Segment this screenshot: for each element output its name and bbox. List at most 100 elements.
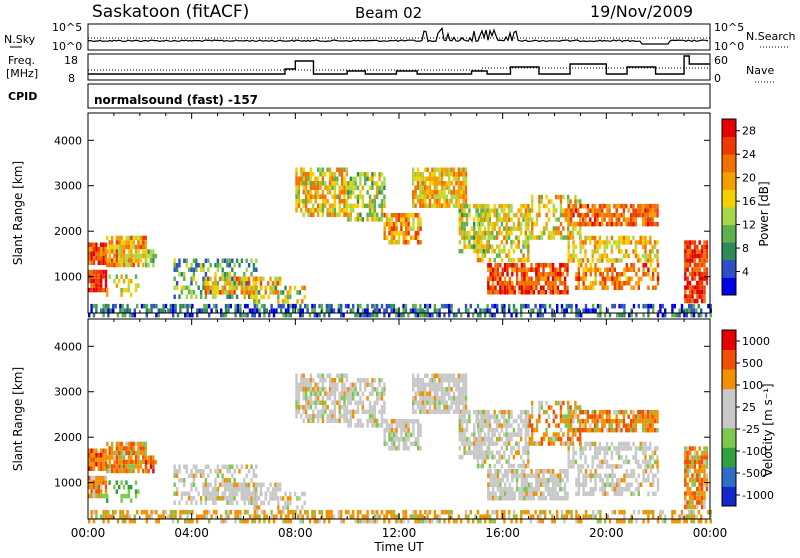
- power-cell: [604, 213, 606, 218]
- velocity-cell: [142, 469, 144, 474]
- power-cell: [123, 254, 125, 259]
- velocity-cell: [461, 419, 463, 424]
- power-cell: [509, 281, 511, 286]
- power-cell: [298, 181, 300, 186]
- power-cell: [649, 258, 651, 263]
- power-cell: [113, 254, 115, 259]
- power-cell: [587, 208, 589, 213]
- velocity-cell: [611, 474, 613, 479]
- velocity-cell: [520, 455, 522, 460]
- velocity-cell: [538, 401, 540, 406]
- power-cell: [214, 281, 216, 286]
- velocity-cell: [414, 510, 416, 515]
- power-cell: [601, 222, 603, 227]
- power-cell: [589, 236, 591, 241]
- power-cell: [314, 313, 316, 318]
- velocity-cell: [489, 464, 491, 469]
- velocity-cell: [116, 480, 118, 485]
- velocity-cell: [465, 387, 467, 392]
- power-cell: [597, 313, 599, 318]
- power-cell: [701, 245, 703, 250]
- power-cell: [466, 235, 468, 240]
- velocity-cell: [303, 405, 305, 410]
- velocity-cell: [329, 374, 331, 379]
- velocity-cell: [88, 519, 90, 524]
- velocity-cell: [277, 501, 279, 506]
- velocity-cell: [129, 519, 131, 524]
- velocity-cell: [402, 519, 404, 524]
- power-cell: [395, 240, 397, 245]
- velocity-cell: [703, 473, 705, 478]
- power-cell: [504, 263, 506, 268]
- power-cell: [582, 281, 584, 286]
- power-cell: [347, 195, 349, 200]
- power-cell: [533, 235, 535, 240]
- power-cell: [342, 313, 344, 318]
- velocity-cell: [510, 432, 512, 437]
- power-cell: [331, 195, 333, 200]
- power-cell: [369, 313, 371, 318]
- velocity-cell: [441, 392, 443, 397]
- power-cell: [458, 195, 460, 200]
- velocity-cell: [557, 437, 559, 442]
- power-cell: [315, 195, 317, 200]
- power-cell: [414, 186, 416, 191]
- power-cell: [374, 313, 376, 318]
- velocity-cell: [656, 410, 658, 415]
- power-cell: [321, 304, 323, 309]
- velocity-cell: [102, 480, 104, 485]
- power-cell: [285, 313, 287, 318]
- velocity-cell: [652, 423, 654, 428]
- power-cell: [350, 177, 352, 182]
- velocity-cell: [564, 492, 566, 497]
- velocity-cell: [352, 387, 354, 392]
- power-cell: [700, 308, 702, 313]
- power-cell: [630, 268, 632, 273]
- velocity-cell: [462, 383, 464, 388]
- velocity-cell: [340, 510, 342, 515]
- power-cell: [253, 263, 255, 268]
- power-cell: [419, 304, 421, 309]
- velocity-cell: [347, 387, 349, 392]
- velocity-cell: [317, 396, 319, 401]
- power-cell: [506, 272, 508, 277]
- velocity-cell: [523, 496, 525, 501]
- power-cell: [443, 204, 445, 209]
- power-cell: [346, 208, 348, 213]
- power-cell: [362, 186, 364, 191]
- power-cell: [431, 204, 433, 209]
- velocity-cell: [510, 410, 512, 415]
- power-cell: [226, 277, 228, 282]
- power-cell: [628, 208, 630, 213]
- velocity-cell: [592, 442, 594, 447]
- power-cell: [130, 236, 132, 241]
- velocity-cell: [93, 453, 95, 458]
- velocity-cell: [403, 419, 405, 424]
- velocity-cell: [520, 410, 522, 415]
- velocity-cell: [347, 423, 349, 428]
- velocity-cell: [341, 387, 343, 392]
- velocity-cell: [479, 410, 481, 415]
- power-cell: [654, 245, 656, 250]
- power-cell: [562, 195, 564, 200]
- velocity-cell: [233, 492, 235, 497]
- velocity-cell: [395, 428, 397, 433]
- velocity-cell: [303, 374, 305, 379]
- velocity-cell: [334, 387, 336, 392]
- power-cell: [484, 253, 486, 258]
- velocity-cell: [536, 419, 538, 424]
- velocity-cell: [499, 469, 501, 474]
- power-cell: [577, 231, 579, 236]
- power-cell: [686, 313, 688, 318]
- power-cell: [229, 259, 231, 264]
- velocity-cell: [455, 396, 457, 401]
- velocity-cell: [374, 401, 376, 406]
- velocity-cell: [279, 483, 281, 488]
- velocity-cell: [135, 494, 137, 499]
- power-cell: [290, 304, 292, 309]
- power-cell: [390, 304, 392, 309]
- velocity-cell: [652, 455, 654, 460]
- velocity-cell: [501, 428, 503, 433]
- power-cell: [116, 240, 118, 245]
- power-cell: [346, 172, 348, 177]
